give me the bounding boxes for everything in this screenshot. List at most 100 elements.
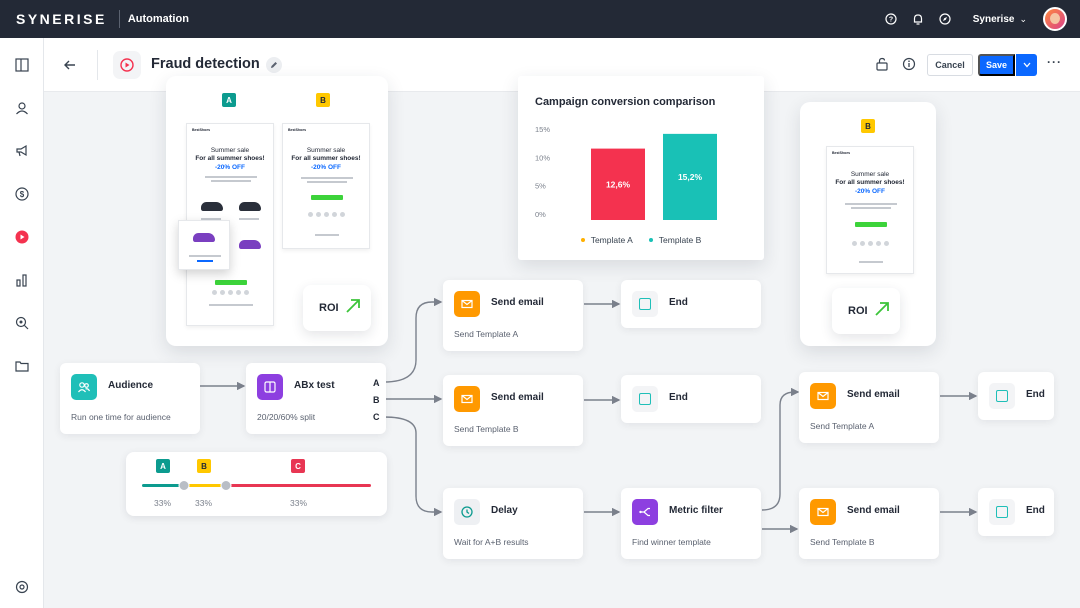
avatar[interactable] — [1043, 7, 1067, 31]
header-divider — [97, 50, 98, 80]
bar-value-label: 15,2% — [678, 172, 703, 182]
email-body-line — [307, 181, 347, 183]
help-icon[interactable]: ? — [884, 12, 898, 26]
stop-square — [639, 298, 651, 310]
node-send-email-b[interactable]: Send email Send Template B — [443, 375, 583, 446]
split-handle-1 — [178, 480, 190, 491]
sidebar: $ — [0, 38, 44, 608]
node-send-email-b-winner[interactable]: Send email Send Template B — [799, 488, 939, 559]
save-button[interactable]: Save — [978, 54, 1015, 76]
dashboard-icon[interactable] — [14, 57, 30, 73]
bell-icon[interactable] — [911, 12, 925, 26]
more-options-icon[interactable]: ··· — [1047, 55, 1062, 69]
split-segment-a — [142, 484, 184, 487]
chevron-down-icon[interactable]: ⌄ — [1019, 13, 1027, 24]
legend-dot — [648, 238, 653, 242]
node-title: End — [669, 297, 688, 308]
email-cta-button — [311, 195, 343, 200]
node-end-2[interactable]: End — [621, 375, 761, 423]
node-title: Send email — [491, 392, 544, 403]
node-title: Delay — [491, 505, 518, 516]
node-end-3[interactable]: End — [978, 372, 1054, 420]
chart-title: Campaign conversion comparison — [535, 96, 716, 108]
bar-value-label: 12,6% — [606, 179, 631, 189]
end-icon — [989, 383, 1015, 409]
node-subtitle: Find winner template — [632, 537, 711, 547]
email-sale-text: Summer sale — [306, 147, 346, 154]
settings-icon[interactable] — [14, 579, 30, 595]
stop-square — [996, 506, 1008, 518]
output-label-b[interactable]: B — [373, 395, 380, 405]
node-delay[interactable]: Delay Wait for A+B results — [443, 488, 583, 559]
node-subtitle: Send Template B — [810, 537, 875, 547]
split-badge-b: B — [197, 459, 211, 473]
email-discount: -20% OFF — [311, 164, 341, 171]
bar-template-b[interactable] — [663, 133, 717, 220]
svg-text:$: $ — [20, 190, 25, 199]
split-badge-a: A — [156, 459, 170, 473]
page-title: Fraud detection — [151, 56, 260, 72]
split-handle-2 — [220, 480, 232, 491]
email-body-line — [851, 207, 891, 209]
arrow-up-right-icon — [874, 301, 890, 317]
product-price-line — [197, 260, 213, 262]
split-track — [142, 480, 371, 491]
megaphone-icon[interactable] — [14, 143, 30, 159]
node-send-email-a-winner[interactable]: Send email Send Template A — [799, 372, 939, 443]
email-social-icons — [187, 290, 273, 295]
info-icon[interactable] — [902, 57, 918, 73]
legend-item-template-a: Template A — [580, 235, 633, 245]
synerise-logo[interactable]: SYNERISE — [16, 11, 107, 27]
output-label-c[interactable]: C — [373, 412, 380, 422]
analytics-icon[interactable] — [14, 272, 30, 288]
email-social-icons — [283, 212, 369, 217]
email-social-icons — [827, 241, 913, 246]
node-subtitle: Send Template A — [454, 329, 519, 339]
split-percentage-slider: A B C 33% 33% 33% — [126, 452, 387, 516]
node-abx-test[interactable]: ABx test 20/20/60% split — [246, 363, 386, 434]
split-segment-c — [226, 484, 371, 487]
y-tick-label: 15% — [535, 125, 550, 134]
automation-icon[interactable] — [14, 229, 30, 245]
y-tick-label: 10% — [535, 153, 550, 162]
node-subtitle: 20/20/60% split — [257, 412, 316, 422]
node-send-email-a[interactable]: Send email Send Template A — [443, 280, 583, 351]
unlock-icon[interactable] — [875, 57, 891, 73]
filter-branch-icon — [632, 499, 658, 525]
user-icon[interactable] — [14, 100, 30, 116]
node-end-4[interactable]: End — [978, 488, 1054, 536]
topbar-divider — [118, 10, 120, 28]
roi-label: ROI — [319, 302, 339, 314]
email-cta-button — [215, 280, 247, 285]
organization-switcher[interactable]: Synerise — [972, 13, 1015, 25]
coin-icon[interactable]: $ — [14, 186, 30, 202]
shoe-image — [193, 233, 215, 242]
email-icon — [454, 291, 480, 317]
email-brand: BestShoes — [832, 151, 851, 155]
folder-icon[interactable] — [14, 358, 30, 374]
node-metric-filter[interactable]: Metric filter Find winner template — [621, 488, 761, 559]
node-audience[interactable]: Audience Run one time for audience — [60, 363, 200, 434]
save-options-chevron-icon[interactable] — [1016, 54, 1037, 76]
bar-template-a[interactable] — [591, 148, 645, 220]
node-title: Send email — [847, 505, 900, 516]
cancel-button[interactable]: Cancel — [927, 54, 973, 76]
edit-title-icon[interactable] — [266, 57, 282, 73]
node-end-1[interactable]: End — [621, 280, 761, 328]
product-popup — [178, 220, 230, 270]
top-bar: SYNERISE Automation ? Synerise ⌄ — [0, 0, 1080, 38]
back-arrow-icon[interactable] — [62, 57, 78, 73]
node-subtitle: Send Template A — [810, 421, 875, 431]
output-label-a[interactable]: A — [373, 378, 380, 388]
email-body-line — [211, 180, 251, 182]
node-title: Metric filter — [669, 505, 723, 516]
email-footer-line — [859, 261, 883, 263]
email-cta-button — [855, 222, 887, 227]
node-subtitle: Wait for A+B results — [454, 537, 529, 547]
split-percent-a: 33% — [154, 498, 172, 508]
email-icon — [454, 386, 480, 412]
compass-icon[interactable] — [938, 12, 952, 26]
topbar-right: ? Synerise ⌄ — [884, 0, 1080, 38]
legend-dot — [580, 238, 585, 242]
search-analytics-icon[interactable] — [14, 315, 30, 331]
